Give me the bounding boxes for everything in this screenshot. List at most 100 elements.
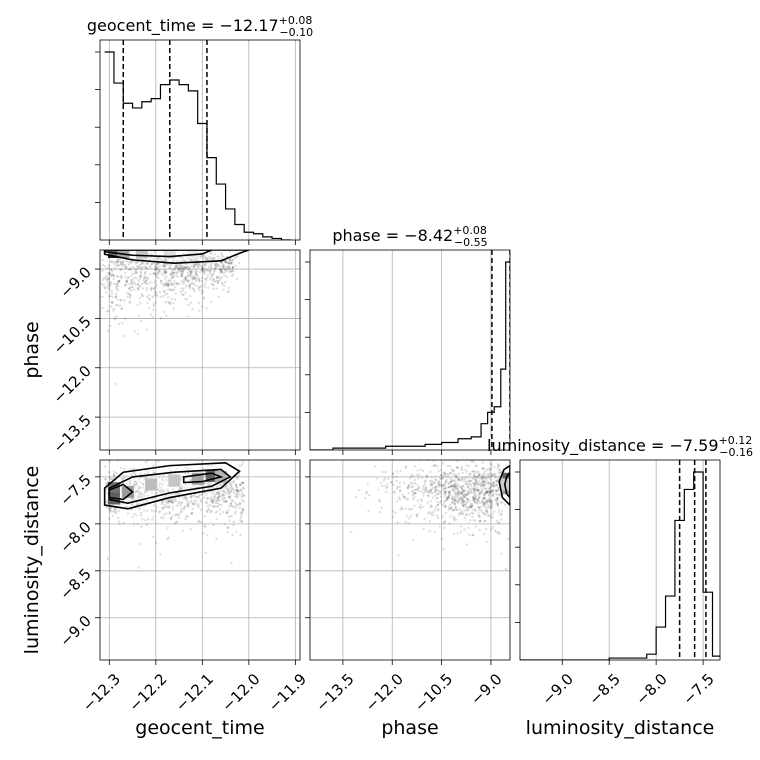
scatter-point — [395, 475, 399, 479]
scatter-point — [463, 528, 466, 531]
scatter-point — [230, 490, 233, 493]
scatter-point — [137, 265, 140, 269]
scatter-point — [467, 492, 470, 495]
scatter-point — [112, 260, 115, 264]
scatter-point — [435, 505, 438, 508]
scatter-point — [226, 526, 230, 530]
scatter-point — [177, 259, 180, 262]
scatter-point — [136, 287, 140, 290]
scatter-point — [155, 283, 158, 287]
scatter-point — [492, 483, 495, 487]
scatter-point — [200, 292, 204, 295]
scatter-point — [139, 273, 143, 277]
scatter-point — [205, 268, 209, 272]
scatter-point — [430, 504, 433, 508]
scatter-point — [479, 519, 482, 523]
scatter-point — [164, 301, 167, 304]
scatter-point — [395, 500, 399, 503]
scatter-point — [125, 266, 128, 269]
scatter-point — [474, 509, 477, 512]
scatter-point — [454, 492, 457, 495]
scatter-point — [480, 510, 483, 513]
scatter-point — [484, 475, 487, 478]
scatter-point — [177, 270, 181, 273]
scatter-point — [431, 496, 435, 499]
scatter-point — [385, 490, 388, 494]
scatter-point — [495, 497, 499, 500]
scatter-point — [135, 482, 138, 485]
scatter-point — [241, 481, 244, 484]
scatter-point — [202, 271, 205, 274]
scatter-point — [124, 283, 127, 287]
scatter-point — [143, 276, 147, 279]
scatter-point — [439, 474, 442, 477]
scatter-point — [220, 268, 223, 272]
scatter-point — [157, 269, 161, 273]
scatter-point — [450, 506, 453, 509]
scatter-point — [443, 472, 446, 475]
scatter-point — [433, 490, 437, 494]
scatter-point — [174, 264, 178, 267]
scatter-point — [138, 275, 141, 278]
scatter-point — [105, 274, 108, 278]
scatter-point — [229, 485, 232, 489]
scatter-point — [135, 271, 138, 274]
scatter-point — [458, 492, 462, 495]
scatter-point — [146, 262, 149, 265]
scatter-point — [208, 256, 211, 259]
scatter-point — [126, 512, 130, 515]
scatter-point — [126, 482, 129, 485]
scatter-point — [482, 481, 485, 485]
scatter-point — [108, 475, 111, 479]
scatter-point — [108, 471, 111, 474]
scatter-point — [495, 479, 499, 483]
scatter-point — [134, 472, 137, 476]
scatter-point — [164, 314, 168, 318]
scatter-point — [109, 506, 113, 510]
scatter-point — [432, 510, 436, 513]
scatter-point — [447, 485, 450, 489]
scatter-point — [226, 291, 229, 294]
scatter-point — [225, 500, 228, 503]
scatter-point — [232, 481, 236, 484]
scatter-point — [227, 515, 231, 518]
scatter-point — [382, 479, 386, 482]
scatter-point — [205, 501, 208, 504]
scatter-point — [495, 531, 498, 534]
scatter-point — [155, 492, 159, 495]
scatter-point — [386, 482, 389, 486]
scatter-point — [486, 473, 489, 476]
scatter-point — [219, 268, 222, 271]
scatter-point — [139, 275, 142, 278]
scatter-point — [451, 489, 455, 492]
scatter-point — [203, 285, 207, 289]
scatter-point — [466, 498, 470, 501]
scatter-point — [192, 502, 195, 505]
scatter-point — [108, 286, 111, 289]
scatter-point — [483, 519, 487, 523]
scatter-point — [487, 490, 490, 493]
scatter-point — [109, 275, 112, 278]
scatter-point — [187, 268, 190, 271]
scatter-point — [171, 283, 174, 286]
scatter-point — [210, 252, 213, 255]
scatter-point — [107, 287, 111, 291]
scatter-point — [170, 277, 173, 280]
scatter-point — [188, 501, 192, 505]
scatter-point — [201, 266, 204, 270]
scatter-point — [191, 277, 195, 280]
scatter-point — [180, 264, 183, 267]
scatter-point — [140, 476, 143, 479]
scatter-point — [116, 303, 120, 307]
scatter-point — [105, 488, 108, 491]
scatter-point — [242, 500, 245, 503]
scatter-point — [129, 294, 132, 297]
scatter-point — [224, 523, 227, 526]
scatter-point — [419, 468, 423, 471]
scatter-point — [206, 510, 209, 514]
scatter-point — [164, 512, 168, 515]
scatter-point — [475, 481, 479, 484]
scatter-point — [164, 259, 167, 262]
scatter-point — [465, 493, 469, 497]
scatter-point — [152, 464, 155, 467]
